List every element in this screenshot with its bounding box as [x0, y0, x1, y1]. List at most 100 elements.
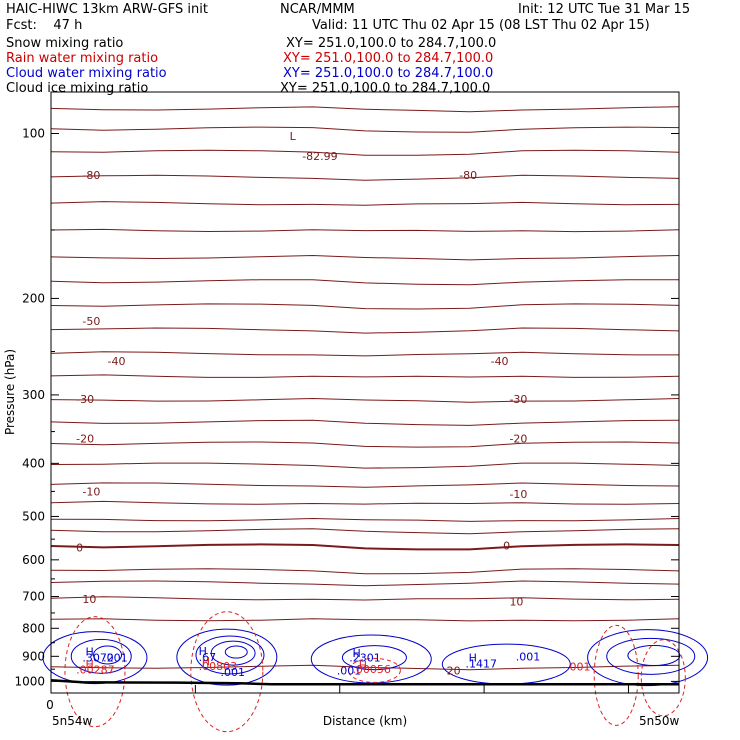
cloud-water-contour — [70, 638, 132, 674]
isotherm-line — [50, 528, 680, 535]
cloud-water-contour — [224, 645, 248, 659]
isotherm-line — [50, 500, 680, 505]
mixing-ratio-label: .001 — [337, 664, 362, 677]
model-title: HAIC-HIWC 13km ARW-GFS init — [6, 2, 208, 17]
isotherm-line — [50, 254, 680, 261]
y-tick-label: 800 — [22, 621, 45, 635]
mixing-ratio-label: .00287 — [76, 664, 115, 677]
isotherm-label: -30 — [76, 393, 94, 406]
mixing-ratio-label: .001 — [516, 650, 541, 663]
y-tick-label: 300 — [22, 388, 45, 402]
isotherm-label: -82.99 — [302, 150, 337, 163]
isotherm-label: -50 — [82, 315, 100, 328]
field-snow-xy: XY= 251.0,100.0 to 284.7,100.0 — [286, 36, 497, 51]
isotherm-lines — [50, 106, 680, 671]
y-tick-label: 200 — [22, 291, 45, 305]
cloud-water-contour — [210, 640, 256, 666]
isotherm-label: 10 — [509, 596, 523, 609]
isotherm-label: -80 — [82, 169, 100, 182]
isotherm-line — [50, 279, 680, 286]
isotherm-label: -80 — [459, 169, 477, 182]
mixing-ratio-label: .001 — [566, 661, 591, 674]
isotherm-label: -20 — [509, 432, 527, 445]
isotherm-label: 0 — [503, 540, 510, 553]
mixing-ratio-label: .3072 — [82, 652, 114, 665]
y-tick-label: 1000 — [14, 674, 45, 688]
isotherm-line — [50, 201, 680, 206]
mixing-ratio-label: H — [86, 658, 94, 671]
cloud-water-contour — [441, 643, 571, 685]
isotherm-label: -40 — [108, 355, 126, 368]
cloud-water-contour — [341, 645, 407, 671]
isotherm-line — [50, 419, 680, 426]
isotherm-label: -20 — [76, 432, 94, 445]
isotherm-line — [50, 543, 680, 551]
isotherm-label: 20 — [447, 664, 461, 677]
field-rain-name: Rain water mixing ratio — [6, 51, 159, 66]
mixing-ratio-label: H — [469, 652, 477, 665]
isotherm-line — [50, 596, 680, 601]
isotherm-line — [50, 228, 680, 233]
rain-water-contour — [347, 657, 401, 683]
isotherm-label: 0 — [76, 542, 83, 555]
isotherm-line — [50, 568, 680, 575]
isotherm-line — [50, 149, 680, 156]
mixing-ratio-label: H — [359, 659, 367, 672]
isotherm-line — [50, 462, 680, 469]
x-end-label-left: 5n54w — [52, 714, 93, 728]
mixing-ratio-label: .001 — [103, 652, 128, 665]
cloud-water-contour — [627, 645, 681, 667]
mixing-ratio-label: .67 — [199, 651, 217, 664]
forecast-hour: Fcst: 47 h — [6, 18, 83, 33]
mixing-ratio-label: H — [199, 645, 207, 658]
valid-time: Valid: 11 UTC Thu 02 Apr 15 (08 LST Thu … — [312, 18, 650, 33]
isotherm-line — [50, 580, 680, 587]
plot-frame — [50, 91, 680, 694]
rain-water-contour — [190, 611, 264, 733]
isotherm-line — [50, 106, 680, 113]
mixing-ratio-label: .1417 — [465, 658, 497, 671]
x-tick-zero: 0 — [46, 698, 54, 712]
mixing-ratio-label: H — [352, 647, 360, 660]
rain-water-contour — [64, 616, 126, 728]
field-cloud-water-name: Cloud water mixing ratio — [6, 66, 167, 81]
y-tick-label: 900 — [22, 649, 45, 663]
init-time: Init: 12 UTC Tue 31 Mar 15 — [518, 2, 691, 17]
isotherm-line — [50, 618, 680, 622]
terrain-line — [50, 678, 679, 686]
isotherm-line — [50, 126, 680, 133]
isotherm-line — [50, 303, 680, 310]
rain-water-contour — [593, 624, 639, 726]
cloud-contours — [42, 611, 709, 733]
field-rain-xy: XY= 251.0,100.0 to 284.7,100.0 — [283, 51, 494, 66]
mixing-ratio-label: .2301 — [349, 652, 381, 665]
terrain-surface — [50, 678, 679, 686]
isotherm-line — [50, 397, 680, 403]
x-axis-label: Distance (km) — [323, 714, 407, 728]
cloud-water-contour — [587, 629, 709, 687]
cloud-water-contour — [42, 631, 148, 685]
cloud-water-contour — [310, 634, 432, 684]
cloud-water-contour — [176, 628, 278, 686]
rain-water-contour — [640, 639, 686, 717]
isotherm-label: -40 — [491, 355, 509, 368]
y-tick-label: 500 — [22, 509, 45, 523]
y-tick-label: 600 — [22, 553, 45, 567]
isotherm-label: -10 — [509, 488, 527, 501]
y-tick-label: 700 — [22, 590, 45, 604]
isotherm-label: -10 — [82, 485, 100, 498]
x-end-label-right: 5n50w — [639, 714, 680, 728]
mixing-ratio-label: .00803 — [199, 660, 238, 673]
isotherm-line — [50, 327, 680, 334]
isotherm-label: 10 — [82, 593, 96, 606]
isotherm-line — [50, 441, 680, 448]
isotherm-line — [50, 517, 680, 522]
header: HAIC-HIWC 13km ARW-GFS init NCAR/MMM Ini… — [0, 0, 740, 100]
field-cloud-water-xy: XY= 251.0,100.0 to 284.7,100.0 — [283, 66, 494, 81]
mixing-ratio-label: H — [86, 646, 94, 659]
field-snow-name: Snow mixing ratio — [6, 36, 124, 51]
y-tick-label: 100 — [22, 126, 45, 140]
cloud-water-contour — [606, 637, 696, 675]
